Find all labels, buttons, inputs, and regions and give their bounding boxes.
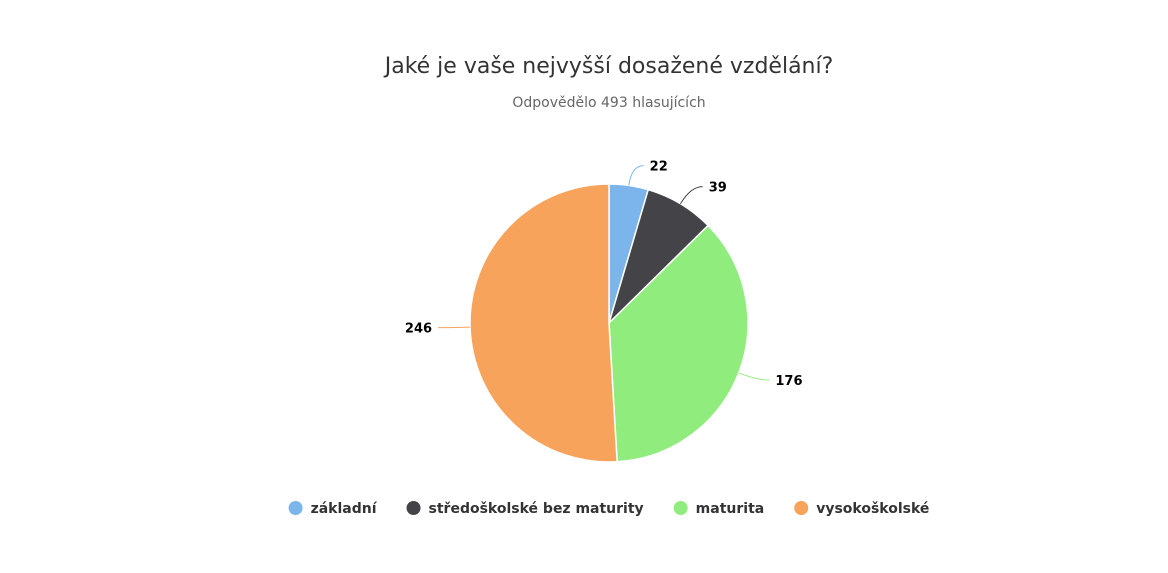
chart-subtitle: Odpovědělo 493 hlasujících [512, 95, 705, 111]
connector-vysokoskolske [438, 326, 471, 329]
pie-slice-vysokoskolske[interactable] [469, 183, 618, 463]
connector-maturita [738, 372, 770, 381]
connector-stredoskolske-bez-maturity [680, 186, 703, 205]
chart-title: Jaké je vaše nejvyšší dosažené vzdělání? [383, 54, 834, 79]
legend-marker-stredoskolske-bez-maturity [406, 501, 421, 515]
legend-label-zakladni: základní [311, 501, 378, 517]
connector-zakladni [628, 165, 644, 186]
legend-item-stredoskolske-bez-maturity[interactable]: středoškolské bez maturity [406, 501, 644, 517]
legend-label-vysokoskolske: vysokoškolské [816, 501, 929, 517]
data-label-maturita: 176 [775, 374, 802, 389]
pie-slice-maturita[interactable] [608, 224, 749, 463]
data-label-zakladni: 22 [650, 160, 668, 175]
data-label-stredoskolske-bez-maturity: 39 [709, 181, 727, 196]
legend: základní středoškolské bez maturity maturi… [288, 501, 929, 517]
legend-label-stredoskolske-bez-maturity: středoškolské bez maturity [429, 501, 644, 517]
legend-marker-maturita [673, 501, 688, 515]
legend-label-maturita: maturita [696, 501, 765, 517]
legend-marker-zakladni [288, 501, 303, 515]
data-label-vysokoskolske: 246 [405, 322, 432, 337]
legend-marker-vysokoskolske [794, 501, 809, 515]
data-labels: 22 39 176 246 [405, 160, 803, 390]
legend-item-zakladni[interactable]: základní [288, 501, 378, 517]
legend-item-maturita[interactable]: maturita [673, 501, 765, 517]
legend-item-vysokoskolske[interactable]: vysokoškolské [794, 501, 929, 517]
pie-slices [469, 183, 749, 463]
